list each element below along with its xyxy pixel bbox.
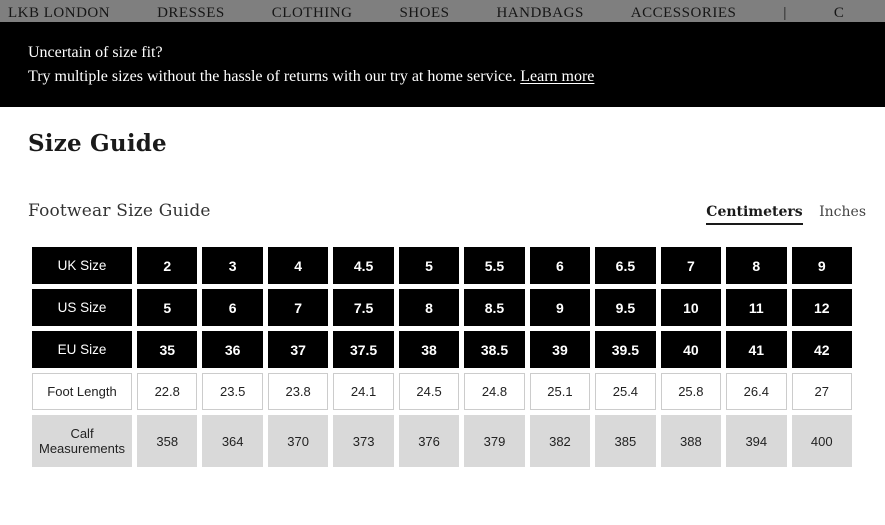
size-cell: 6.5 bbox=[595, 247, 656, 284]
learn-more-link[interactable]: Learn more bbox=[520, 68, 595, 85]
section-row: Footwear Size Guide Centimeters Inches bbox=[28, 201, 866, 225]
size-row-uk-size: UK Size 2 3 4 4.5 5 5.5 6 6.5 7 8 9 bbox=[32, 247, 852, 284]
nav-item-handbags[interactable]: HANDBAGS bbox=[496, 5, 584, 21]
size-cell: 373 bbox=[333, 415, 394, 467]
size-cell: 4 bbox=[267, 247, 329, 284]
size-cell: 24.1 bbox=[333, 373, 394, 410]
size-cell: 37 bbox=[267, 331, 329, 368]
size-cell: 376 bbox=[398, 415, 460, 467]
size-cell: 24.5 bbox=[398, 373, 460, 410]
size-row-us-size: US Size 5 6 7 7.5 8 8.5 9 9.5 10 11 12 bbox=[32, 289, 852, 326]
size-cell: 358 bbox=[137, 415, 198, 467]
promo-banner: Uncertain of size fit? Try multiple size… bbox=[0, 22, 885, 107]
top-nav: LKB LONDON DRESSES CLOTHING SHOES HANDBAGS AC… bbox=[0, 0, 885, 22]
section-title: Footwear Size Guide bbox=[28, 201, 211, 221]
size-cell: 8 bbox=[726, 247, 787, 284]
size-cell: 8.5 bbox=[464, 289, 525, 326]
size-cell: 38.5 bbox=[464, 331, 525, 368]
size-cell: 22.8 bbox=[137, 373, 198, 410]
size-cell: 379 bbox=[464, 415, 525, 467]
size-cell: 25.1 bbox=[529, 373, 591, 410]
size-cell: 10 bbox=[660, 289, 722, 326]
main-content: Size Guide Footwear Size Guide Centimete… bbox=[0, 107, 885, 472]
size-row-foot-length: Foot Length 22.8 23.5 23.8 24.1 24.5 24.8 25.1 2… bbox=[32, 373, 852, 410]
size-cell: 385 bbox=[595, 415, 656, 467]
nav-separator: | bbox=[783, 5, 787, 21]
size-cell: 27 bbox=[791, 373, 852, 410]
size-cell: 364 bbox=[202, 415, 263, 467]
size-cell: 7 bbox=[660, 247, 722, 284]
row-label: EU Size bbox=[32, 331, 132, 368]
unit-toggle: Centimeters Inches bbox=[706, 204, 866, 225]
size-cell: 41 bbox=[726, 331, 787, 368]
row-label: Foot Length bbox=[32, 373, 132, 410]
row-label: US Size bbox=[32, 289, 132, 326]
size-cell: 35 bbox=[137, 331, 198, 368]
nav-item-clothing[interactable]: CLOTHING bbox=[271, 5, 353, 21]
size-cell: 5 bbox=[137, 289, 198, 326]
size-cell: 39 bbox=[529, 331, 591, 368]
size-cell: 9 bbox=[529, 289, 591, 326]
size-cell: 388 bbox=[660, 415, 722, 467]
size-cell: 23.8 bbox=[267, 373, 329, 410]
size-cell: 8 bbox=[398, 289, 460, 326]
nav-item-dresses[interactable]: DRESSES bbox=[157, 5, 225, 21]
banner-message: Try multiple sizes without the hassle of… bbox=[28, 65, 857, 89]
size-row-calf-measurements: Calf Measurements 358 364 370 373 376 379 382 38… bbox=[32, 415, 852, 467]
footwear-size-table: UK Size 2 3 4 4.5 5 5.5 6 6.5 7 8 9 US Size 5 6 7 7.5 8 8.… bbox=[27, 242, 857, 472]
size-cell: 9.5 bbox=[595, 289, 656, 326]
nav-item-shoes[interactable]: SHOES bbox=[399, 5, 450, 21]
row-label: Calf Measurements bbox=[32, 415, 132, 467]
size-cell: 4.5 bbox=[333, 247, 394, 284]
banner-message-text: Try multiple sizes without the hassle of… bbox=[28, 68, 521, 85]
nav-item-c[interactable]: C bbox=[833, 5, 845, 21]
size-cell: 7.5 bbox=[333, 289, 394, 326]
nav-item-accessories[interactable]: ACCESSORIES bbox=[630, 5, 737, 21]
row-label: UK Size bbox=[32, 247, 132, 284]
size-table-body: UK Size 2 3 4 4.5 5 5.5 6 6.5 7 8 9 US Size 5 6 7 7.5 8 8.… bbox=[32, 247, 852, 467]
size-cell: 25.4 bbox=[595, 373, 656, 410]
size-cell: 382 bbox=[529, 415, 591, 467]
size-cell: 26.4 bbox=[726, 373, 787, 410]
nav-item-lkb-london[interactable]: LKB LONDON bbox=[8, 5, 111, 21]
size-cell: 39.5 bbox=[595, 331, 656, 368]
size-cell: 38 bbox=[398, 331, 460, 368]
size-cell: 40 bbox=[660, 331, 722, 368]
size-cell: 2 bbox=[137, 247, 198, 284]
size-cell: 25.8 bbox=[660, 373, 722, 410]
size-cell: 42 bbox=[791, 331, 852, 368]
unit-toggle-inches[interactable]: Inches bbox=[819, 204, 866, 220]
size-cell: 12 bbox=[791, 289, 852, 326]
size-cell: 5.5 bbox=[464, 247, 525, 284]
size-cell: 6 bbox=[529, 247, 591, 284]
size-cell: 37.5 bbox=[333, 331, 394, 368]
size-row-eu-size: EU Size 35 36 37 37.5 38 38.5 39 39.5 40 41 42 bbox=[32, 331, 852, 368]
size-cell: 5 bbox=[398, 247, 460, 284]
size-cell: 3 bbox=[202, 247, 263, 284]
size-cell: 36 bbox=[202, 331, 263, 368]
banner-title: Uncertain of size fit? bbox=[28, 44, 163, 61]
size-cell: 400 bbox=[791, 415, 852, 467]
size-cell: 6 bbox=[202, 289, 263, 326]
size-cell: 370 bbox=[267, 415, 329, 467]
size-cell: 7 bbox=[267, 289, 329, 326]
unit-toggle-centimeters[interactable]: Centimeters bbox=[706, 204, 803, 225]
size-cell: 394 bbox=[726, 415, 787, 467]
page-title: Size Guide bbox=[28, 130, 167, 157]
size-cell: 11 bbox=[726, 289, 787, 326]
size-cell: 9 bbox=[791, 247, 852, 284]
size-cell: 23.5 bbox=[202, 373, 263, 410]
size-cell: 24.8 bbox=[464, 373, 525, 410]
